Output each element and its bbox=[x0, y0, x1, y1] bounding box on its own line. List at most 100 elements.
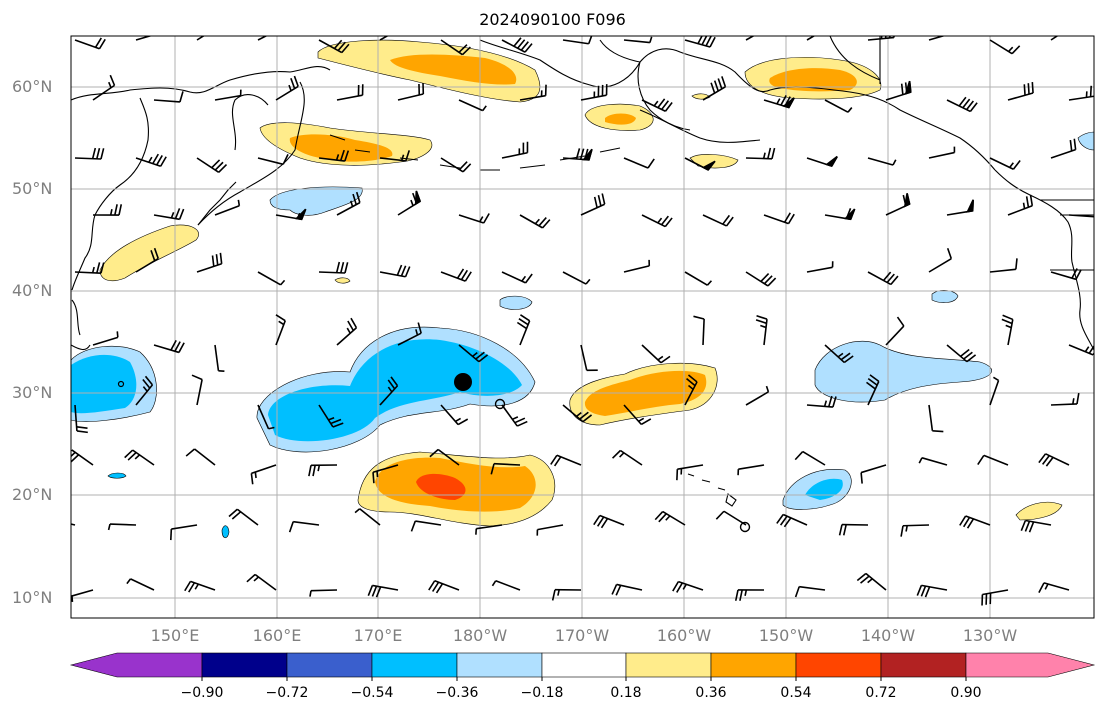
wind-barb-feather bbox=[275, 314, 286, 322]
wind-barb-feather bbox=[400, 265, 407, 277]
wind-barb-feather bbox=[330, 418, 342, 425]
wind-barb-feather bbox=[900, 83, 904, 95]
wind-barb-feather bbox=[1023, 84, 1026, 96]
wind-barb bbox=[802, 450, 826, 466]
wind-barb bbox=[501, 404, 518, 427]
wind-barb-feather bbox=[886, 273, 895, 283]
wind-barb-feather bbox=[520, 41, 529, 51]
wind-barb bbox=[519, 214, 543, 229]
wind-barb-feather bbox=[124, 449, 134, 459]
wind-barb-feather bbox=[582, 414, 593, 423]
wind-barb-feather bbox=[371, 585, 378, 597]
wind-barb-feather bbox=[288, 521, 294, 533]
wind-barb bbox=[135, 157, 161, 168]
wind-barb-feather bbox=[1001, 318, 1013, 325]
wind-barb-feather bbox=[174, 341, 181, 352]
map-frame bbox=[70, 35, 1095, 619]
lat-label-50n: 50°N bbox=[12, 179, 53, 198]
wind-barb-feather bbox=[1089, 85, 1093, 97]
wind-barb bbox=[619, 449, 643, 466]
wind-barb bbox=[965, 515, 991, 526]
wind-barb bbox=[641, 214, 666, 228]
wind-barb-feather bbox=[396, 264, 403, 276]
wind-barb bbox=[806, 266, 833, 273]
wind-barb bbox=[1068, 214, 1094, 218]
wind-barb-pennant bbox=[843, 208, 856, 221]
colorbar-segment bbox=[880, 652, 967, 678]
wind-barb bbox=[171, 524, 198, 530]
lat-label-10n: 10°N bbox=[12, 588, 53, 607]
wind-barb-feather bbox=[1072, 398, 1075, 405]
wind-barb-feather bbox=[512, 416, 519, 421]
wind-barb bbox=[1007, 319, 1014, 346]
wind-barb bbox=[799, 585, 826, 591]
wind-barb-feather bbox=[1075, 269, 1082, 280]
wind-barb-feather bbox=[456, 268, 465, 279]
wind-barb-feather bbox=[417, 322, 422, 334]
island-marker bbox=[117, 380, 125, 388]
wind-barb bbox=[616, 583, 643, 591]
wind-barb-feather bbox=[372, 472, 375, 484]
wind-barb-feather bbox=[896, 316, 905, 327]
wind-barb-feather bbox=[337, 41, 346, 52]
wind-barb bbox=[501, 39, 526, 53]
wind-barb bbox=[982, 589, 1009, 596]
wind-barb-feather bbox=[966, 518, 975, 529]
wind-barb-feather bbox=[688, 384, 694, 390]
wind-barb bbox=[745, 271, 769, 287]
wind-barb-feather bbox=[458, 161, 468, 171]
kamchatka-coastline bbox=[231, 94, 269, 151]
colorbar-segment bbox=[541, 652, 627, 678]
wind-barb-feather bbox=[660, 215, 669, 226]
wind-barb-feather bbox=[739, 589, 743, 601]
graticule bbox=[71, 36, 1094, 618]
wind-barb bbox=[379, 157, 406, 162]
wind-barb-feather bbox=[550, 454, 558, 465]
wind-barb bbox=[336, 327, 357, 346]
wind-barb-pennant bbox=[414, 190, 422, 206]
lat-label-30n: 30°N bbox=[12, 383, 53, 402]
wind-barb-feather bbox=[399, 17, 402, 27]
wind-barb-feather bbox=[194, 583, 200, 590]
wind-barb-feather bbox=[404, 266, 411, 278]
wind-barb-feather bbox=[1038, 582, 1045, 593]
wind-barb-feather bbox=[779, 515, 788, 526]
wind-barb-feather bbox=[715, 510, 725, 520]
wind-barb bbox=[275, 85, 299, 101]
wind-barb-feather bbox=[76, 430, 88, 434]
wind-barb-feather bbox=[916, 585, 923, 596]
wind-barb-feather bbox=[765, 17, 768, 28]
wind-barb-pennant bbox=[701, 160, 716, 171]
wind-barb-feather bbox=[697, 36, 703, 45]
wind-barb bbox=[336, 201, 361, 216]
wind-barb-feather bbox=[587, 36, 593, 45]
positive-anomaly-core bbox=[390, 54, 517, 85]
wind-barb bbox=[702, 318, 705, 346]
wind-barb-feather bbox=[615, 584, 622, 596]
wind-barb bbox=[989, 380, 1000, 406]
wind-barb-feather bbox=[763, 275, 773, 285]
wind-barb-feather bbox=[597, 195, 602, 207]
wind-barb-feather bbox=[665, 515, 671, 521]
wind-barb bbox=[74, 157, 102, 160]
wind-barb-feather bbox=[309, 590, 312, 597]
wind-barb bbox=[74, 404, 78, 431]
wind-barb-feather bbox=[479, 216, 484, 223]
wind-barb-feather bbox=[538, 217, 547, 227]
wind-barb-feather bbox=[483, 213, 490, 224]
wind-barb-feather bbox=[713, 80, 719, 92]
wind-barb-feather bbox=[1038, 453, 1047, 464]
wind-barb bbox=[214, 344, 220, 371]
wind-barb bbox=[867, 157, 894, 166]
wind-barb-feather bbox=[638, 417, 645, 422]
wind-barb-feather bbox=[783, 212, 791, 223]
wind-barb-feather bbox=[965, 100, 974, 111]
wind-barb bbox=[623, 404, 642, 425]
wind-barb-feather bbox=[464, 271, 472, 282]
wind-barb bbox=[196, 263, 222, 273]
wind-barb-feather bbox=[1007, 46, 1014, 53]
wind-barb bbox=[562, 404, 584, 423]
wind-barb-feather bbox=[126, 578, 132, 585]
wind-barb-feather bbox=[664, 102, 673, 112]
wind-barb-feather bbox=[960, 348, 970, 357]
